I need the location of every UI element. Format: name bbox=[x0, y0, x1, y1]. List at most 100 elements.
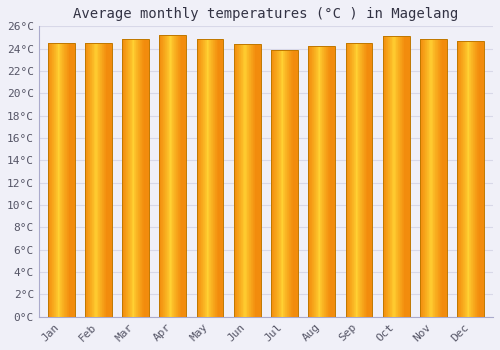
Bar bbox=[240, 44, 242, 317]
Bar bbox=[202, 38, 203, 317]
Bar bbox=[271, 50, 298, 317]
Bar bbox=[365, 43, 366, 317]
Bar bbox=[402, 36, 403, 317]
Bar bbox=[404, 36, 405, 317]
Bar bbox=[287, 50, 288, 317]
Bar bbox=[357, 43, 358, 317]
Bar bbox=[310, 47, 311, 317]
Bar bbox=[57, 43, 58, 317]
Bar bbox=[254, 44, 256, 317]
Bar bbox=[162, 35, 163, 317]
Bar bbox=[409, 36, 410, 317]
Bar bbox=[442, 38, 443, 317]
Bar bbox=[105, 43, 106, 317]
Bar bbox=[321, 47, 322, 317]
Bar bbox=[285, 50, 286, 317]
Bar bbox=[317, 47, 318, 317]
Bar bbox=[238, 44, 240, 317]
Bar bbox=[94, 43, 95, 317]
Bar bbox=[288, 50, 289, 317]
Bar bbox=[351, 43, 352, 317]
Bar bbox=[148, 38, 149, 317]
Bar bbox=[173, 35, 174, 317]
Bar bbox=[234, 44, 260, 317]
Bar bbox=[169, 35, 170, 317]
Bar bbox=[420, 38, 422, 317]
Bar bbox=[286, 50, 287, 317]
Bar bbox=[242, 44, 244, 317]
Bar bbox=[458, 41, 460, 317]
Bar bbox=[58, 43, 59, 317]
Bar bbox=[175, 35, 176, 317]
Bar bbox=[385, 36, 386, 317]
Bar bbox=[69, 43, 70, 317]
Bar bbox=[70, 43, 71, 317]
Bar bbox=[134, 38, 135, 317]
Bar bbox=[128, 38, 129, 317]
Bar bbox=[294, 50, 296, 317]
Bar bbox=[160, 35, 161, 317]
Bar bbox=[273, 50, 274, 317]
Bar bbox=[332, 47, 333, 317]
Bar bbox=[221, 38, 222, 317]
Bar bbox=[236, 44, 238, 317]
Bar bbox=[445, 38, 446, 317]
Bar bbox=[296, 50, 298, 317]
Bar bbox=[434, 38, 435, 317]
Bar bbox=[352, 43, 353, 317]
Bar bbox=[51, 43, 52, 317]
Bar bbox=[178, 35, 179, 317]
Bar bbox=[400, 36, 401, 317]
Bar bbox=[367, 43, 368, 317]
Bar bbox=[160, 35, 186, 317]
Bar bbox=[446, 38, 447, 317]
Bar bbox=[56, 43, 57, 317]
Bar bbox=[136, 38, 137, 317]
Bar bbox=[398, 36, 399, 317]
Bar bbox=[126, 38, 127, 317]
Bar bbox=[464, 41, 466, 317]
Bar bbox=[271, 50, 272, 317]
Bar bbox=[131, 38, 132, 317]
Bar bbox=[122, 38, 123, 317]
Bar bbox=[399, 36, 400, 317]
Bar bbox=[371, 43, 372, 317]
Bar bbox=[215, 38, 216, 317]
Bar bbox=[401, 36, 402, 317]
Bar bbox=[140, 38, 141, 317]
Bar bbox=[462, 41, 464, 317]
Bar bbox=[366, 43, 367, 317]
Bar bbox=[218, 38, 219, 317]
Bar bbox=[73, 43, 74, 317]
Bar bbox=[106, 43, 107, 317]
Bar bbox=[200, 38, 202, 317]
Bar bbox=[480, 41, 481, 317]
Bar bbox=[389, 36, 390, 317]
Bar bbox=[214, 38, 215, 317]
Bar bbox=[348, 43, 349, 317]
Bar bbox=[432, 38, 433, 317]
Bar bbox=[313, 47, 314, 317]
Bar bbox=[64, 43, 65, 317]
Bar bbox=[196, 38, 224, 317]
Bar bbox=[312, 47, 313, 317]
Bar bbox=[426, 38, 427, 317]
Bar bbox=[66, 43, 67, 317]
Bar bbox=[424, 38, 425, 317]
Bar bbox=[52, 43, 53, 317]
Bar bbox=[234, 44, 236, 317]
Bar bbox=[324, 47, 325, 317]
Bar bbox=[143, 38, 144, 317]
Bar bbox=[315, 47, 316, 317]
Bar bbox=[63, 43, 64, 317]
Bar bbox=[129, 38, 130, 317]
Bar bbox=[468, 41, 469, 317]
Bar bbox=[311, 47, 312, 317]
Bar bbox=[323, 47, 324, 317]
Bar bbox=[91, 43, 92, 317]
Bar bbox=[180, 35, 181, 317]
Bar bbox=[217, 38, 218, 317]
Bar bbox=[258, 44, 260, 317]
Bar bbox=[355, 43, 356, 317]
Bar bbox=[333, 47, 334, 317]
